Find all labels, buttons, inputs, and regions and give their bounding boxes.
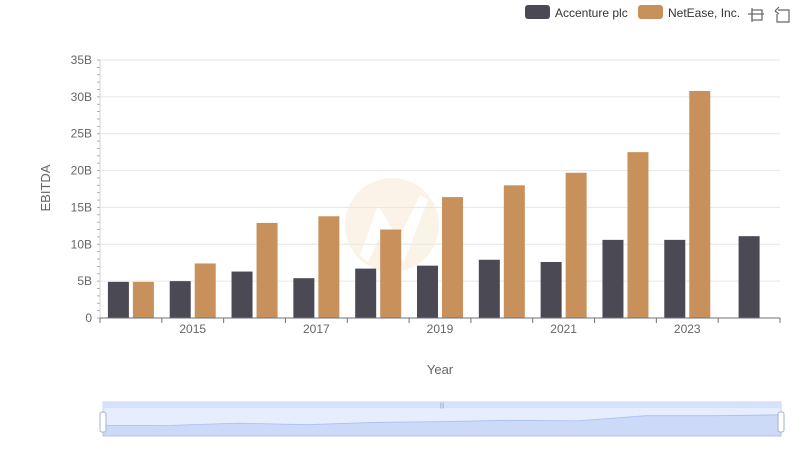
bar-accenture-plc2014[interactable] xyxy=(107,281,129,318)
bar-accenture-plc2015[interactable] xyxy=(169,281,191,318)
restore-icon[interactable] xyxy=(774,6,790,23)
bar-netease-inc-2023[interactable] xyxy=(689,90,711,319)
bar-netease-inc-2019[interactable] xyxy=(442,197,463,318)
bar-netease-inc-2021[interactable] xyxy=(565,172,587,318)
legend-label-accenture: Accenture plc xyxy=(555,6,628,20)
legend-item-netease[interactable]: NetEase, Inc. xyxy=(638,5,740,20)
bar-accenture-plc2019[interactable] xyxy=(417,265,438,318)
y-tick-label: 20B xyxy=(71,164,92,178)
x-tick-label: 2019 xyxy=(427,322,454,336)
watermark-logo xyxy=(345,178,439,272)
x-axis-ticks: 2015 2017 2019 2021 2023 xyxy=(99,318,781,336)
bar-netease-inc-2016[interactable] xyxy=(256,222,278,318)
slider-handle-left[interactable] xyxy=(99,411,107,433)
x-tick-label: 2023 xyxy=(674,322,701,336)
bar-accenture-plc2024[interactable] xyxy=(738,236,760,318)
slider-handle-right[interactable] xyxy=(777,411,785,433)
y-tick-label: 0 xyxy=(85,311,92,325)
bar-accenture-plc2022[interactable] xyxy=(602,239,624,318)
bar-accenture-plc2017[interactable] xyxy=(293,278,315,318)
x-tick-label: 2015 xyxy=(179,322,206,336)
x-tick-label: 2017 xyxy=(303,322,330,336)
bar-accenture-plc2021[interactable] xyxy=(540,261,562,318)
legend-swatch-netease xyxy=(638,5,663,19)
y-axis-ticks: 0 5B 10B 15B 20B 25B 30B 35B xyxy=(71,53,101,325)
legend-item-accenture[interactable]: Accenture plc xyxy=(525,5,628,20)
bar-netease-inc-2017[interactable] xyxy=(318,216,340,318)
y-tick-label: 5B xyxy=(77,274,92,288)
y-tick-label: 30B xyxy=(71,90,92,104)
zoom-icon[interactable] xyxy=(748,8,764,22)
bar-netease-inc-2018[interactable] xyxy=(380,229,402,318)
y-tick-label: 10B xyxy=(71,237,92,251)
bar-netease-inc-2020[interactable] xyxy=(503,185,525,318)
legend-label-netease: NetEase, Inc. xyxy=(668,6,740,20)
bar-netease-inc-2022[interactable] xyxy=(627,152,649,318)
x-axis-title: Year xyxy=(427,362,454,377)
bar-accenture-plc2018[interactable] xyxy=(355,268,377,318)
bar-accenture-plc2023[interactable] xyxy=(664,239,686,318)
bar-netease-inc-2015[interactable] xyxy=(194,263,216,318)
legend-swatch-accenture xyxy=(525,5,550,19)
y-tick-label: 35B xyxy=(71,53,92,67)
bar-netease-inc-2014[interactable] xyxy=(132,281,154,318)
y-tick-label: 15B xyxy=(71,200,92,214)
y-axis-title: EBITDA xyxy=(38,164,53,211)
slider-top-bar[interactable] xyxy=(103,402,781,408)
legend: Accenture plc NetEase, Inc. xyxy=(525,5,740,20)
bar-accenture-plc2016[interactable] xyxy=(231,271,253,318)
bar-accenture-plc2020[interactable] xyxy=(478,259,500,318)
bars xyxy=(107,90,760,319)
slider-grip-icon: ||| xyxy=(440,403,445,409)
data-zoom-slider[interactable]: ||| xyxy=(99,401,785,437)
x-tick-label: 2021 xyxy=(550,322,577,336)
y-tick-label: 25B xyxy=(71,127,92,141)
